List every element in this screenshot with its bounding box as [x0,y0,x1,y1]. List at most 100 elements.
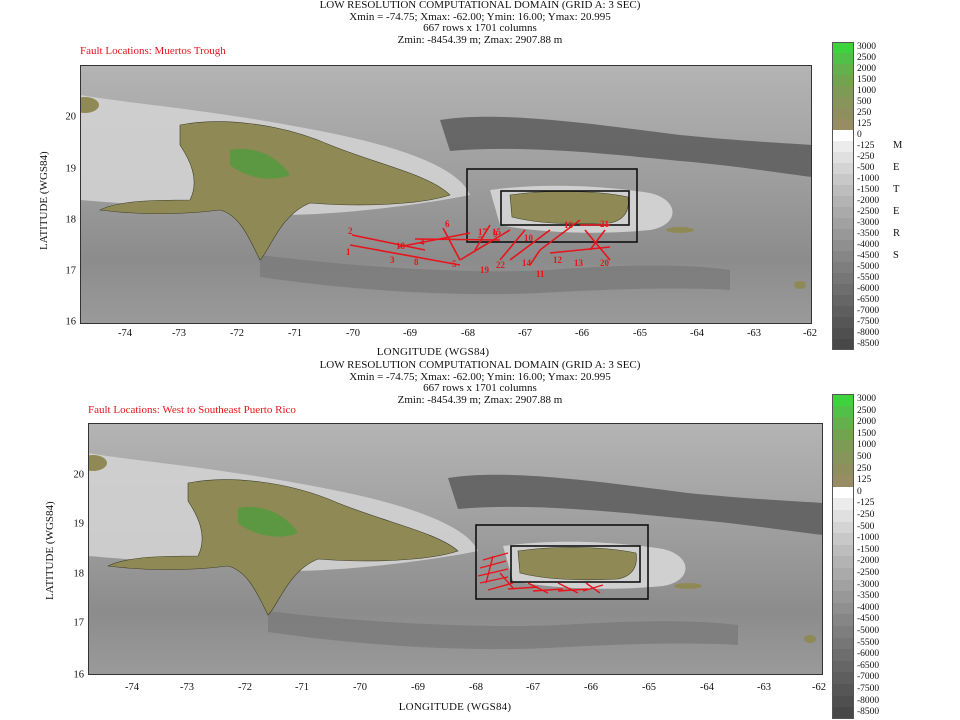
legend-label: -7500 [857,684,880,694]
x-tick: -64 [690,328,704,339]
legend-swatch [832,185,854,196]
fault-number: 15 [492,227,502,237]
fault-number: 2 [348,226,353,236]
fault-line [499,229,526,261]
legend-swatch [832,417,854,429]
legend-label: 0 [857,486,862,497]
legend-label: -1500 [857,185,880,195]
fault-number: 5 [452,259,457,269]
legend-swatch [832,207,854,218]
lesser-antilles-island [794,281,806,289]
fault-number: 4 [420,237,425,247]
panel-title-block: LOW RESOLUTION COMPUTATIONAL DOMAIN (GRI… [0,359,960,406]
legend-label: -4000 [857,240,880,250]
x-tick: -65 [633,328,647,339]
cuba-tip [88,455,107,471]
y-tick: 16 [73,669,85,681]
fault-number: 12 [553,255,563,265]
legend-label: 500 [857,97,872,107]
puerto-rico-island [517,547,637,581]
legend-swatch [832,53,854,64]
x-tick: -74 [125,682,139,693]
legend-swatch [832,498,854,510]
legend-swatch [832,521,854,534]
legend-swatch [832,141,854,152]
y-tick: 19 [65,163,77,175]
fault-line [482,552,509,561]
st-croix-island [674,583,702,589]
legend-label: -8000 [857,328,880,338]
legend-label: -2500 [857,568,880,578]
fault-number: 10 [524,233,534,243]
fault-number: 20 [600,258,610,268]
legend-label: 1500 [857,75,876,85]
legend-label: -7000 [857,672,880,683]
legend-swatch [832,284,854,295]
fault-lines [349,219,611,266]
fault-line [349,244,461,266]
panel-grid-size: 667 rows x 1701 columns [423,382,537,394]
legend-swatch [832,486,854,499]
y-tick: 19 [73,518,85,530]
legend-label: -500 [857,163,875,173]
fault-number: 3 [390,255,395,265]
x-tick: -71 [295,682,309,693]
legend-swatch [832,568,854,580]
y-tick: 18 [65,214,77,226]
legend-swatch [832,544,854,557]
panel-extent: Xmin = -74.75; Xmax: -62.00; Ymin: 16.00… [349,10,611,23]
fault-line [532,588,564,592]
unit-letter: T [893,184,900,195]
legend-swatch [832,707,854,719]
y-tick: 18 [73,568,85,580]
x-tick: -72 [230,328,244,339]
fault-line [557,582,579,594]
fault-number: 18 [396,241,406,251]
legend-swatch [832,684,854,696]
unit-letter: M [893,140,903,151]
legend-label: -6000 [857,649,880,660]
x-axis-label: LONGITUDE (WGS84) [376,346,490,358]
fault-line [485,555,494,584]
legend-swatch [832,328,854,339]
x-tick: -74 [118,328,132,339]
legend-label: -4500 [857,614,880,625]
fault-line [474,224,491,251]
y-tick: 20 [65,111,77,123]
legend-swatch [832,672,854,684]
puerto-rico-trench [440,116,812,177]
legend-label: -125 [857,141,875,151]
legend-swatch [832,405,854,418]
legend-label: -2000 [857,196,880,206]
x-tick: -69 [403,328,417,339]
x-tick: -67 [526,682,540,693]
grid-b-box [475,524,649,600]
legend-swatch [832,649,854,661]
x-tick: -69 [411,682,425,693]
panel-z-range: Zmin: -8454.39 m; Zmax: 2907.88 m [397,33,563,46]
lesser-antilles-island [804,635,816,643]
fault-number: 8 [414,257,419,267]
legend-label: -4000 [857,602,880,613]
fault-number: 22 [496,260,506,270]
fault-lines [477,552,604,594]
x-tick: -64 [700,682,714,693]
legend-label: -7000 [857,306,880,316]
panel-title: LOW RESOLUTION COMPUTATIONAL DOMAIN (GRI… [319,0,641,11]
legend-label: 1500 [857,428,876,439]
unit-letter: E [893,162,900,173]
legend-swatch [832,440,854,452]
muertos-trough [268,611,738,650]
x-tick: -68 [461,328,475,339]
y-axis-label: LATITUDE (WGS84) [38,151,50,250]
legend-label: -7500 [857,317,880,327]
legend-swatch [832,475,854,487]
y-tick: 16 [65,316,77,328]
x-tick: -72 [238,682,252,693]
legend-label: 2500 [857,53,876,63]
legend-swatch [832,463,854,476]
puerto-rico-trench [448,474,823,535]
legend-swatch [832,75,854,86]
legend-swatch [832,394,854,406]
legend-label: 2000 [857,417,876,428]
